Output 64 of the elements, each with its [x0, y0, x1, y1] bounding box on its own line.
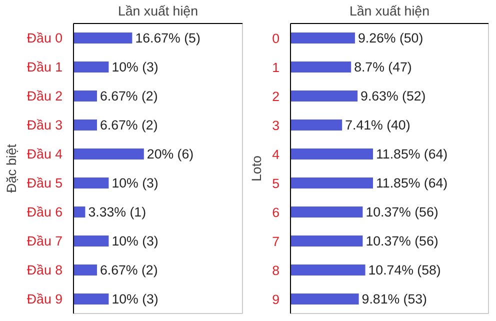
y-tick-label: Đầu 7 — [26, 234, 63, 248]
data-label: 6.67% (2) — [100, 118, 158, 132]
bar — [74, 119, 97, 131]
y-tick-label: 4 — [272, 147, 280, 162]
y-tick-label: 0 — [272, 31, 280, 46]
y-tick-label: 7 — [272, 234, 280, 249]
y-axis-title: Loto — [249, 156, 264, 182]
data-label: 9.63% (52) — [360, 88, 426, 104]
x-axis-title: Lần xuất hiện — [118, 4, 198, 18]
bar — [290, 32, 355, 44]
data-label: 10% (3) — [112, 292, 158, 306]
y-tick-label: Đầu 6 — [26, 204, 63, 220]
x-axis-title: Lần xuất hiện — [349, 4, 430, 18]
bar — [74, 206, 86, 218]
y-tick-label: 6 — [272, 205, 280, 220]
data-label: 3.33% (1) — [88, 204, 146, 220]
bar — [74, 293, 109, 305]
data-label: 10.74% (58) — [368, 262, 441, 278]
bar — [290, 90, 358, 102]
bar — [74, 148, 144, 160]
data-label: 10% (3) — [112, 234, 158, 248]
data-label: 11.85% (64) — [376, 176, 448, 190]
bar — [74, 61, 109, 73]
data-label: 11.85% (64) — [376, 146, 448, 162]
bar — [290, 264, 366, 276]
data-label: 7.41% (40) — [345, 118, 410, 132]
y-tick-label: Đầu 3 — [26, 118, 63, 132]
data-label: 6.67% (2) — [100, 88, 158, 104]
bar — [290, 206, 363, 218]
data-label: 10% (3) — [112, 60, 158, 74]
bar — [290, 119, 342, 131]
data-label: 6.67% (2) — [100, 262, 158, 278]
y-tick-label: 2 — [272, 89, 280, 104]
y-axis-title: Đặc biệt — [4, 144, 19, 193]
y-tick-label: 5 — [272, 176, 280, 191]
bar — [290, 61, 352, 73]
y-tick-label: Đầu 1 — [26, 60, 63, 74]
data-label: 16.67% (5) — [135, 30, 200, 46]
y-tick-label: 9 — [272, 292, 280, 307]
data-label: 10% (3) — [112, 176, 158, 190]
data-label: 10.37% (56) — [366, 234, 438, 248]
data-label: 9.26% (50) — [358, 30, 424, 46]
bar — [74, 177, 109, 189]
bar — [290, 148, 373, 160]
y-tick-label: Đầu 2 — [26, 88, 63, 104]
bar — [74, 264, 97, 276]
data-label: 20% (6) — [146, 146, 194, 162]
y-tick-label: 8 — [272, 263, 280, 278]
y-tick-label: 1 — [272, 60, 280, 75]
bar — [74, 32, 132, 44]
bar — [290, 293, 359, 305]
data-label: 9.81% (53) — [362, 292, 427, 306]
bar — [74, 90, 97, 102]
data-label: 10.37% (56) — [366, 204, 438, 220]
bar — [290, 235, 363, 247]
bar — [290, 177, 373, 189]
y-tick-label: Đầu 5 — [26, 176, 63, 190]
y-tick-label: Đầu 8 — [26, 262, 63, 278]
y-tick-label: Đầu 9 — [26, 292, 63, 306]
data-label: 8.7% (47) — [354, 60, 412, 74]
y-tick-label: Đầu 4 — [26, 146, 64, 162]
bar — [74, 235, 109, 247]
y-tick-label: 3 — [272, 118, 280, 133]
y-tick-label: Đầu 0 — [26, 30, 63, 46]
